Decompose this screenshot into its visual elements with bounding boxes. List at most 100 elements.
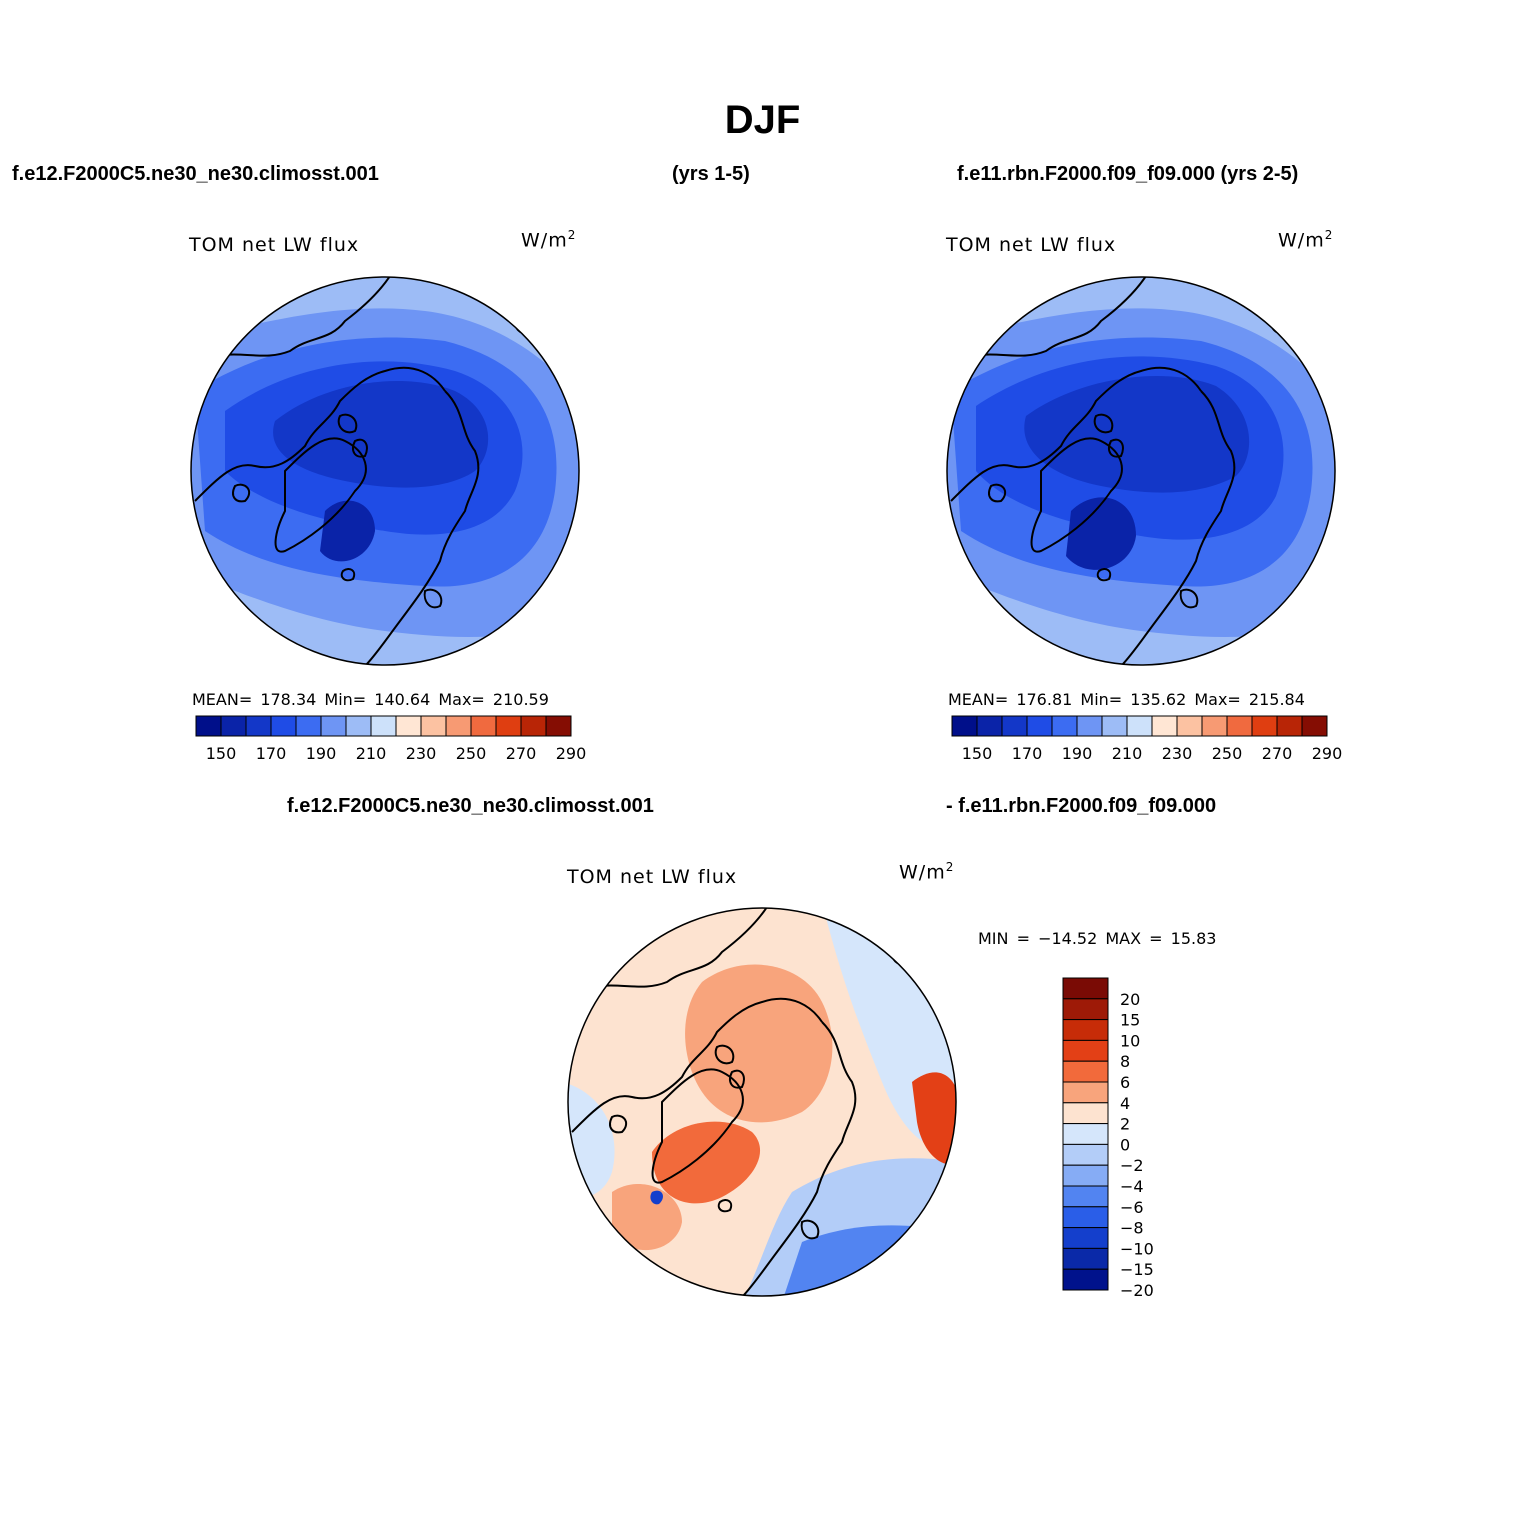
colorbar3-swatch (1062, 1268, 1109, 1291)
panel1-label: TOM net LW flux (189, 234, 360, 256)
colorbar3-tick-label: −15 (1120, 1260, 1154, 1279)
colorbar2-tick-label: 210 (1112, 744, 1143, 763)
colorbar2-swatch (1026, 715, 1053, 737)
map2-fill-160 (1066, 497, 1136, 570)
map3-fill-4b (612, 1183, 682, 1251)
map2-border (946, 276, 1336, 666)
colorbar2-swatch (1101, 715, 1128, 737)
colorbar3-swatch (1062, 1123, 1109, 1145)
colorbar1-tick-label: 210 (356, 744, 387, 763)
colorbar2-tick-label: 190 (1062, 744, 1093, 763)
colorbar1-swatch (545, 715, 572, 737)
colorbar1-swatch (220, 715, 247, 737)
colorbar2-swatch (1301, 715, 1328, 737)
colorbar1-swatch (495, 715, 522, 737)
case2-title: f.e11.rbn.F2000.f09_f09.000 (yrs 2-5) (957, 163, 1299, 185)
colorbar1-swatch (420, 715, 447, 737)
colorbar1-swatch (295, 715, 322, 737)
colorbar2-swatch (1251, 715, 1278, 737)
panel1-units: W/m2 (521, 228, 577, 252)
colorbar1-tick-label: 250 (456, 744, 487, 763)
map-panel1 (190, 276, 580, 666)
colorbar1-swatch (370, 715, 397, 737)
colorbar3-tick-label: 10 (1120, 1031, 1140, 1050)
colorbar1-tick-label: 150 (206, 744, 237, 763)
colorbar3-swatch (1062, 1143, 1109, 1166)
colorbar2-swatch (1001, 715, 1028, 737)
panel2-units: W/m2 (1278, 228, 1334, 252)
colorbar2-tick-label: 270 (1262, 744, 1293, 763)
colorbar3-tick-label: 15 (1120, 1011, 1140, 1030)
colorbar1-tick-label: 230 (406, 744, 437, 763)
colorbar2-swatch (1176, 715, 1203, 737)
colorbar3-tick-label: −4 (1120, 1177, 1144, 1196)
colorbar3-tick-label: 4 (1120, 1094, 1130, 1113)
colorbar3-swatch (1062, 1102, 1109, 1125)
colorbar1-tick-label: 270 (506, 744, 537, 763)
colorbar3-swatch (1062, 1185, 1109, 1208)
colorbar-panel2: 150 170 190 210 230 250 270 290 (951, 715, 1342, 763)
colorbar3-tick-label: −10 (1120, 1239, 1154, 1258)
colorbar3-swatch (1062, 1227, 1109, 1249)
map3-border (567, 907, 957, 1297)
colorbar2-swatch (1076, 715, 1103, 737)
colorbar3-tick-label: 0 (1120, 1135, 1130, 1154)
colorbar2-swatch (1151, 715, 1178, 737)
map-panel2 (946, 276, 1336, 666)
colorbar3-swatch (1062, 1060, 1109, 1083)
map3-fill-10 (912, 1072, 956, 1165)
colorbar1-swatch (470, 715, 497, 737)
diff-case1-title: f.e12.F2000C5.ne30_ne30.climosst.001 (287, 795, 654, 817)
colorbar3-swatch (1062, 1164, 1109, 1187)
colorbar-panel1: 150 170 190 210 230 250 270 290 (195, 715, 586, 763)
panel2-label: TOM net LW flux (946, 234, 1117, 256)
diff-case2-title: - f.e11.rbn.F2000.f09_f09.000 (946, 795, 1217, 817)
colorbar3-swatch (1062, 1081, 1109, 1104)
map1-border (190, 276, 580, 666)
panel1-stats: MEAN= 178.34 Min= 140.64 Max= 210.59 (192, 690, 549, 709)
colorbar3-swatch (1062, 1247, 1109, 1270)
case1-title: f.e12.F2000C5.ne30_ne30.climosst.001 (12, 163, 379, 185)
colorbar3-tick-label: 8 (1120, 1052, 1130, 1071)
colorbar1-swatch (520, 715, 547, 737)
colorbar1-swatch (270, 715, 297, 737)
colorbar2-tick-label: 250 (1212, 744, 1243, 763)
colorbar2-tick-label: 170 (1012, 744, 1043, 763)
map-panel3-difference (567, 907, 957, 1297)
map1-fill-170 (273, 381, 489, 488)
colorbar2-swatch (1051, 715, 1078, 737)
map3-fill-neg15 (650, 1190, 663, 1205)
colorbar2-swatch (951, 715, 978, 737)
colorbar1-swatch (445, 715, 472, 737)
colorbar3-tick-label: 20 (1120, 990, 1140, 1009)
case1-years: (yrs 1-5) (672, 163, 750, 185)
colorbar1-tick-label: 190 (306, 744, 337, 763)
colorbar3-tick-label: −20 (1120, 1281, 1154, 1300)
colorbar1-swatch (245, 715, 272, 737)
colorbar2-swatch (1126, 715, 1153, 737)
colorbar2-tick-label: 230 (1162, 744, 1193, 763)
panel3-units: W/m2 (899, 860, 955, 884)
colorbar1-tick-label: 170 (256, 744, 287, 763)
map2-fill-170 (1024, 376, 1250, 493)
figure-title: DJF (724, 98, 801, 142)
colorbar1-tick-label: 290 (556, 744, 587, 763)
map1-coastlines (194, 277, 533, 665)
colorbar1-swatch (320, 715, 347, 737)
colorbar2-swatch (976, 715, 1003, 737)
map3-fill-4 (685, 964, 833, 1123)
colorbar1-swatch (395, 715, 422, 737)
colorbar3-swatch (1062, 998, 1109, 1021)
colorbar3-tick-label: −2 (1120, 1156, 1144, 1175)
colorbar1-swatch (195, 715, 222, 737)
panel3-label: TOM net LW flux (567, 866, 738, 888)
colorbar2-tick-label: 290 (1312, 744, 1343, 763)
map2-coastlines (950, 277, 1289, 665)
colorbar3-swatch (1062, 1206, 1109, 1229)
colorbar3-tick-label: −8 (1120, 1219, 1144, 1238)
map3-fill-6 (652, 1121, 761, 1204)
panel3-stats: MIN = −14.52 MAX = 15.83 (978, 929, 1217, 948)
colorbar3-tick-label: 2 (1120, 1115, 1130, 1134)
colorbar3-tick-label: −6 (1120, 1198, 1144, 1217)
